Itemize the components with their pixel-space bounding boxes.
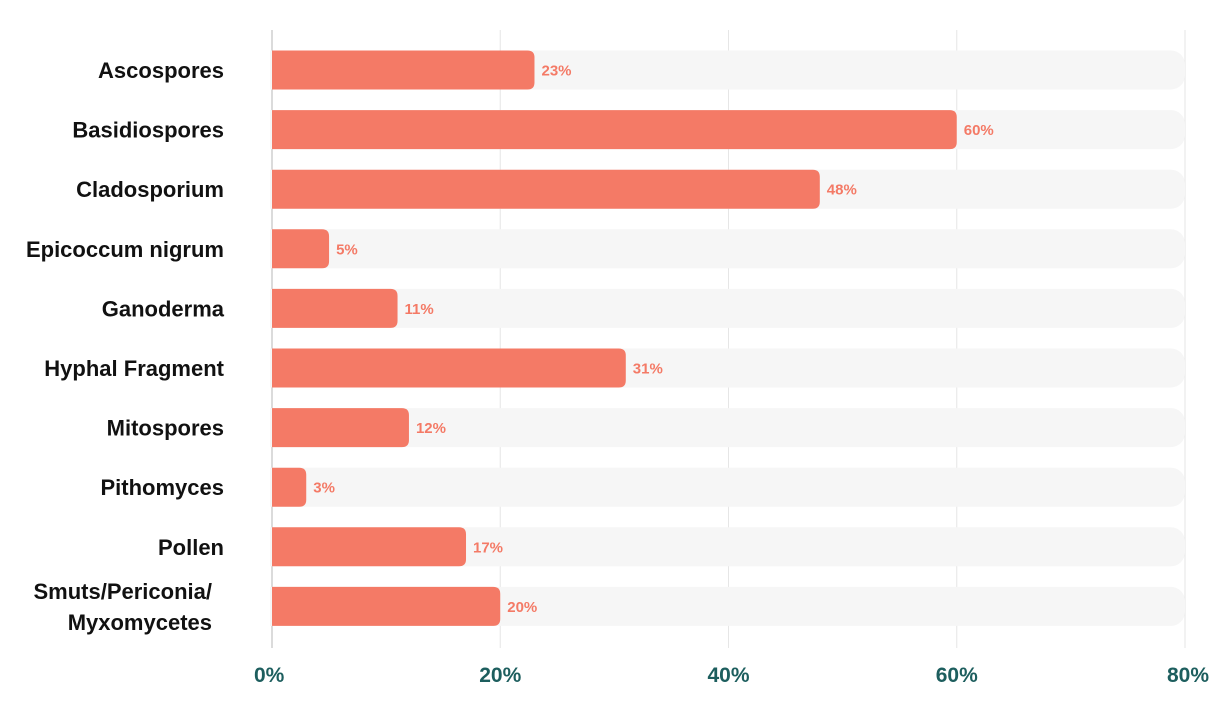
category-label-line: Pithomyces (101, 475, 225, 500)
bar (272, 288, 398, 328)
bar (272, 229, 330, 269)
bar-value-label: 11% (405, 301, 434, 318)
bar-value-label: 31% (633, 361, 663, 378)
bar-value-label: 17% (473, 539, 503, 556)
bar-value-label: 23% (541, 63, 571, 80)
category-label: Cladosporium (76, 177, 224, 202)
x-tick-label: 20% (479, 664, 521, 687)
bar-value-label: 20% (507, 599, 537, 616)
x-tick-label: 40% (707, 664, 749, 687)
bar-track (272, 229, 1185, 269)
category-label: Epicoccum nigrum (26, 237, 224, 262)
bar (272, 586, 501, 626)
x-tick-label: 0% (254, 664, 285, 687)
x-tick-labels: 0% 20% 40% 60% 80% (254, 664, 1209, 687)
category-label-line: Pollen (158, 535, 224, 560)
bar-value-label: 12% (416, 420, 446, 437)
category-label: Hyphal Fragment (44, 356, 224, 381)
bar (272, 467, 307, 507)
category-label: Ganoderma (102, 296, 225, 321)
category-label: Ascospores (98, 58, 224, 83)
bar-value-label: 3% (313, 480, 335, 497)
category-label-line: Hyphal Fragment (44, 356, 224, 381)
category-label-line: Myxomycetes (68, 610, 212, 635)
category-label: Smuts/Periconia/Myxomycetes (33, 579, 212, 635)
value-labels: 23% 60% 48% 5% 11% 31% 12% 3% 17% 20% (313, 63, 994, 616)
bar-value-label: 48% (827, 182, 857, 199)
bar-track (272, 527, 1185, 567)
bar (272, 408, 409, 448)
bar-track (272, 288, 1185, 328)
bar-track (272, 408, 1185, 448)
category-label: Pollen (158, 535, 224, 560)
category-label: Mitospores (107, 416, 224, 441)
category-label-line: Smuts/Periconia/ (33, 579, 212, 604)
bar (272, 110, 957, 150)
bar (272, 50, 535, 90)
category-label-line: Epicoccum nigrum (26, 237, 224, 262)
bars (272, 50, 957, 626)
bar-value-label: 60% (964, 122, 994, 139)
category-label-line: Mitospores (107, 416, 224, 441)
category-label-line: Ascospores (98, 58, 224, 83)
bar (272, 527, 467, 567)
category-label-line: Cladosporium (76, 177, 224, 202)
category-label-line: Basidiospores (72, 118, 224, 143)
category-labels: Ascospores Basidiospores Cladosporium Epico… (26, 58, 225, 635)
x-tick-label: 60% (936, 664, 978, 687)
bar-value-label: 5% (336, 241, 358, 258)
category-label-line: Ganoderma (102, 296, 225, 321)
category-label: Pithomyces (101, 475, 225, 500)
category-label: Basidiospores (72, 118, 224, 143)
x-tick-label: 80% (1167, 664, 1209, 687)
bar-track (272, 467, 1185, 507)
bar (272, 348, 626, 388)
bar (272, 169, 820, 209)
